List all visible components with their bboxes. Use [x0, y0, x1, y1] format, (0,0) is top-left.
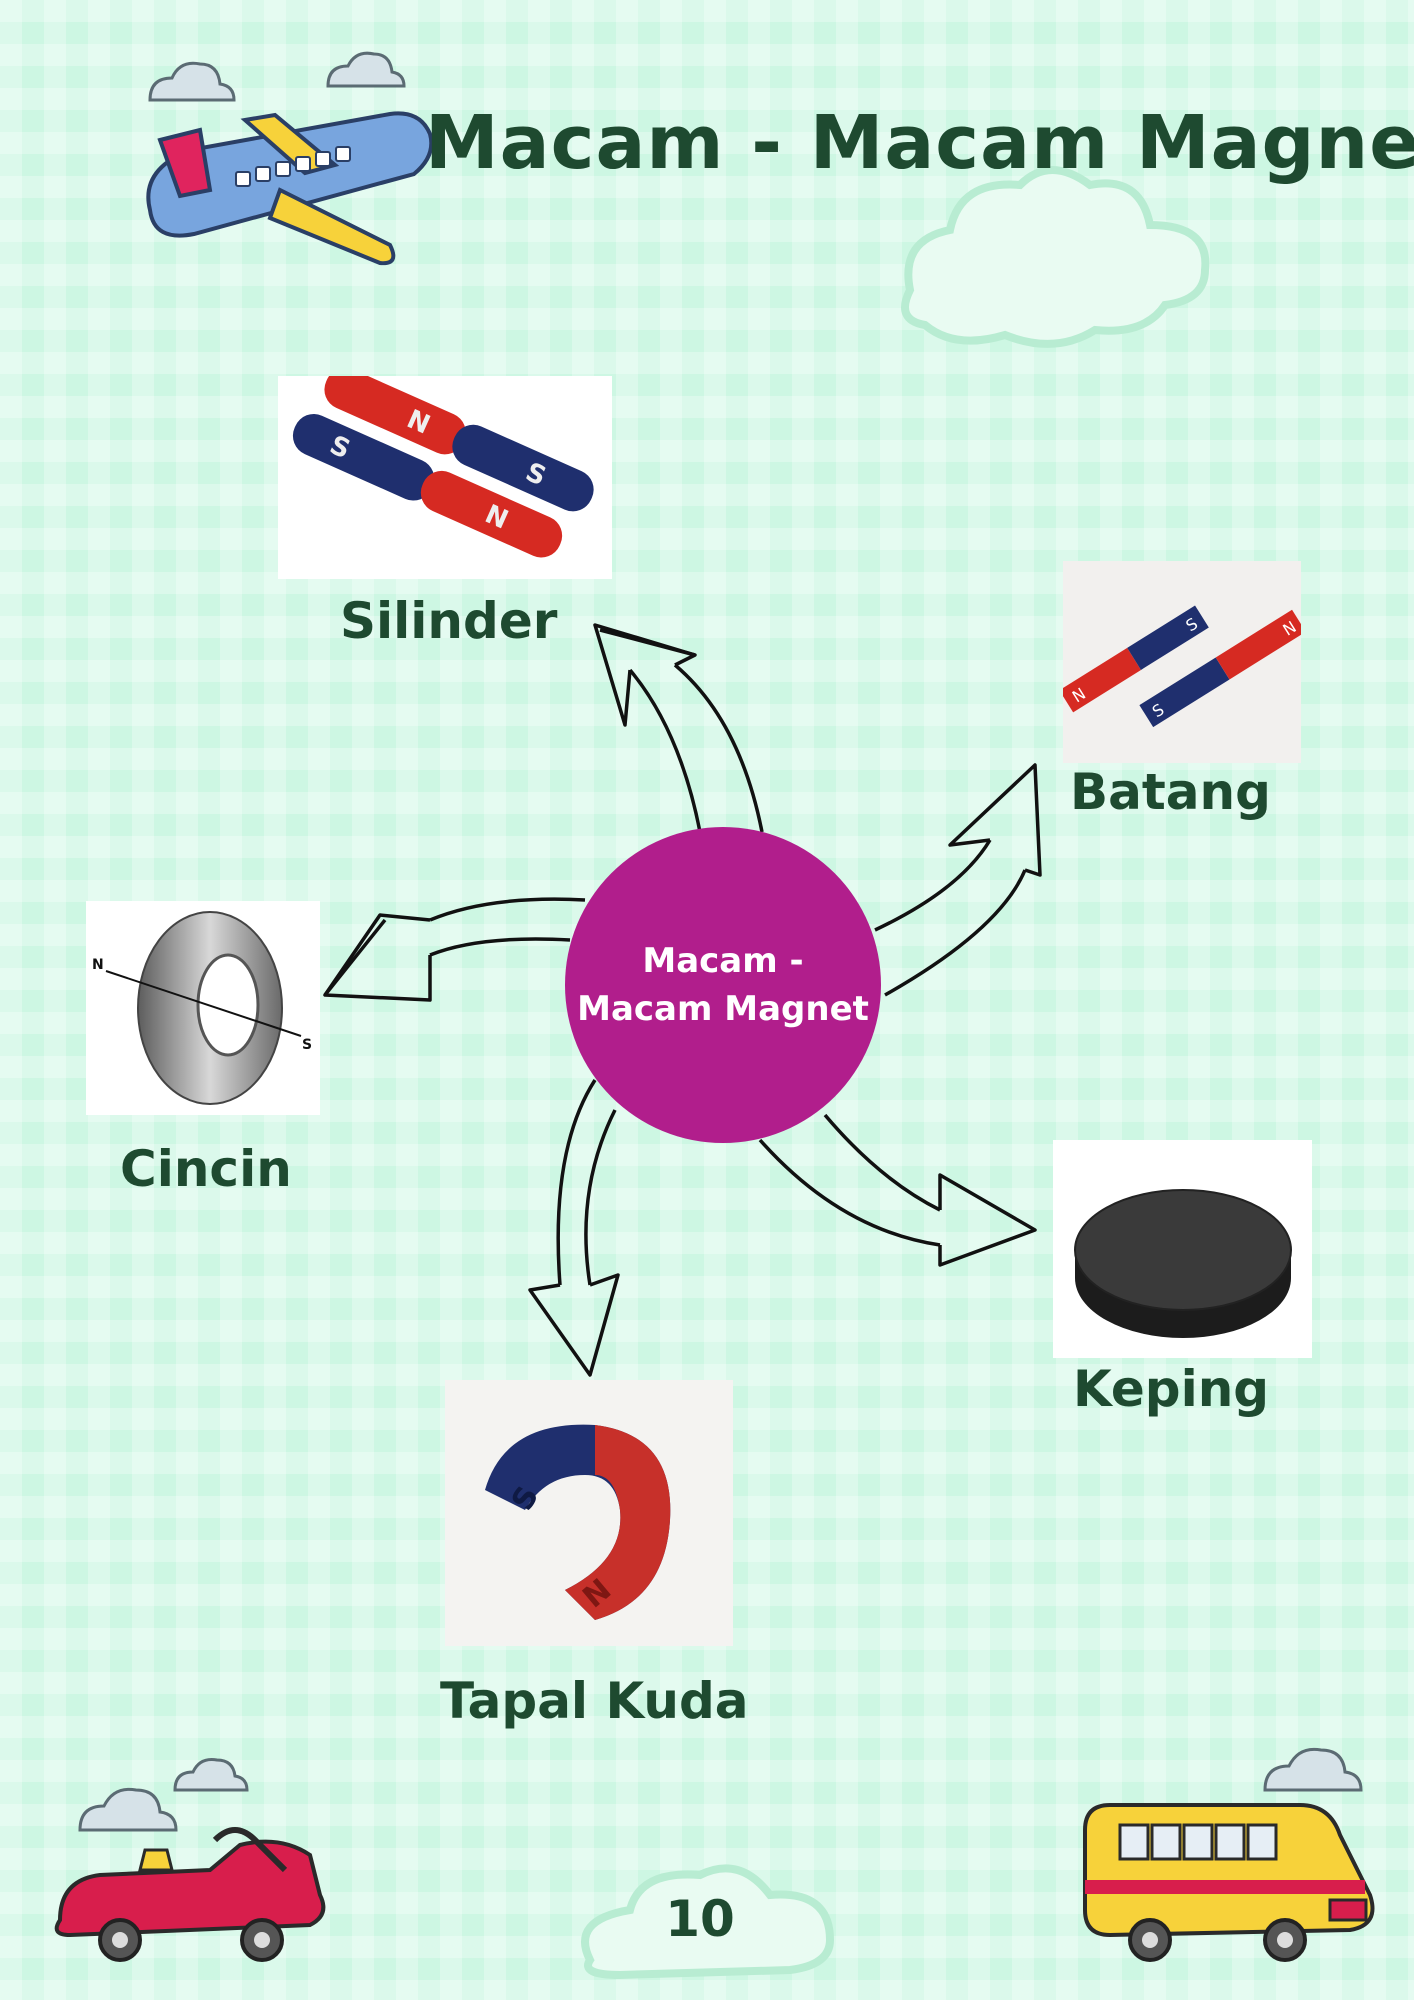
batang-photo: N S S N — [1063, 561, 1301, 763]
center-node: Macam - Macam Magnet — [565, 827, 881, 1143]
page-title: Macam - Macam Magnet — [425, 100, 1414, 186]
arrow-to-keping — [758, 1113, 1037, 1267]
svg-text:N: N — [92, 957, 104, 973]
label-cincin: Cincin — [120, 1140, 292, 1198]
cloud-icon — [78, 1787, 178, 1832]
cloud-icon — [1263, 1747, 1363, 1792]
arrow-to-silinder — [593, 623, 764, 833]
cylinder-magnet-icon: N S S N — [292, 376, 594, 558]
cloud-icon — [173, 1758, 249, 1792]
horseshoe-magnet-icon: S N — [485, 1424, 671, 1620]
keping-photo — [1053, 1140, 1312, 1358]
label-keping: Keping — [1073, 1360, 1270, 1418]
bus-icon — [1083, 1803, 1375, 1962]
label-silinder: Silinder — [340, 592, 558, 650]
airplane-icon — [146, 111, 434, 266]
arrow-to-batang — [874, 763, 1042, 997]
ring-magnet-icon: N S — [92, 911, 312, 1105]
label-tapalkuda: Tapal Kuda — [440, 1672, 749, 1730]
cloud-icon — [148, 61, 236, 102]
cloud-icon — [581, 1864, 835, 1980]
label-batang: Batang — [1070, 763, 1271, 821]
bar-magnet-icon: N S S N — [1063, 605, 1301, 728]
page-number: 10 — [665, 1890, 735, 1948]
center-node-label: Macam - Macam Magnet — [577, 941, 869, 1029]
arrow-to-cincin — [323, 897, 586, 1002]
arrow-to-tapalkuda — [528, 1079, 620, 1377]
cloud-icon — [326, 51, 406, 88]
cloud-icon — [901, 166, 1210, 348]
car-icon — [54, 1827, 326, 1962]
disc-magnet-icon — [1074, 1189, 1292, 1338]
silinder-photo: N S S N — [278, 376, 612, 579]
svg-text:S: S — [302, 1037, 312, 1053]
tapalkuda-photo: S N — [445, 1380, 733, 1646]
cincin-photo: N S — [86, 901, 320, 1115]
